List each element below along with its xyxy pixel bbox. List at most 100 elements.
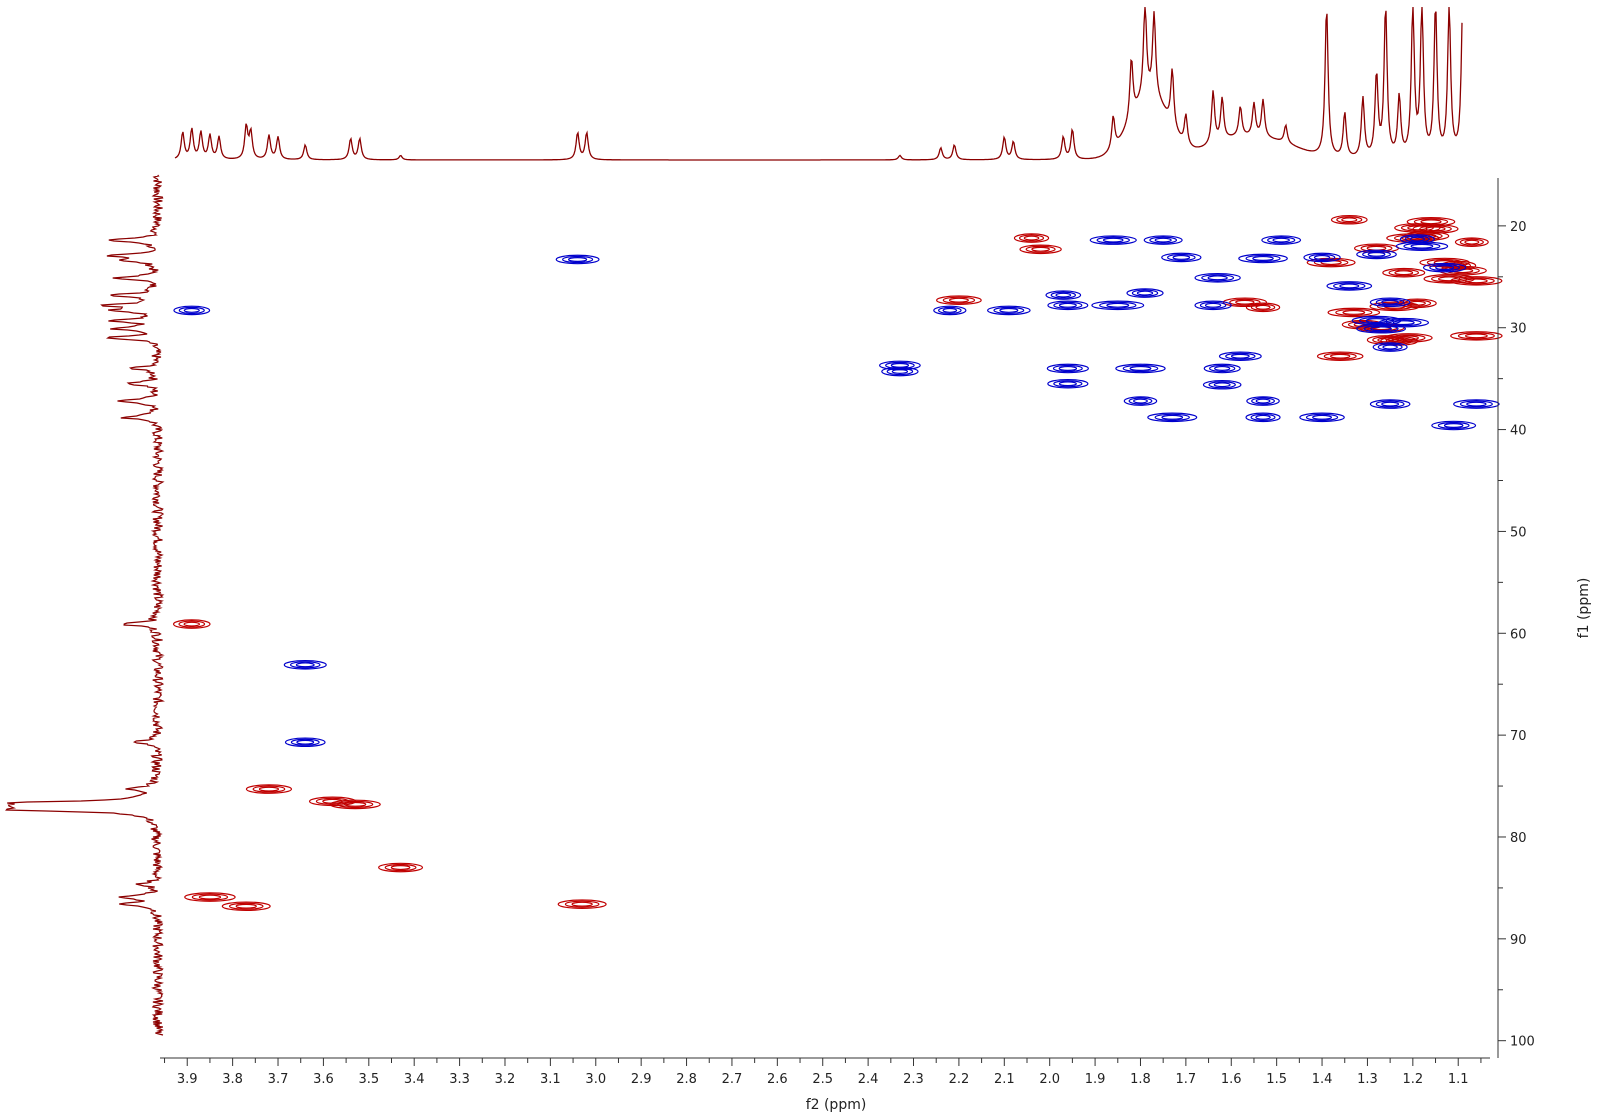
x-tick-label: 3.5 (358, 1072, 379, 1087)
x-tick-label: 3.4 (404, 1072, 425, 1087)
x-tick-label: 2.4 (858, 1072, 879, 1087)
x-tick-label: 3.8 (222, 1072, 243, 1087)
red-contour-peak (378, 862, 424, 873)
blue-contour-peak (1299, 412, 1345, 423)
x-tick-label: 2.2 (949, 1072, 970, 1087)
x-tick-label: 1.1 (1448, 1072, 1469, 1087)
y-tick-label: 70 (1510, 729, 1527, 744)
x-tick-label: 1.7 (1176, 1072, 1197, 1087)
x-tick-label: 1.4 (1312, 1072, 1333, 1087)
x-tick-label: 1.5 (1266, 1072, 1287, 1087)
x-tick-label: 3.2 (495, 1072, 516, 1087)
y-tick-label: 80 (1510, 831, 1527, 846)
red-contour-peak (184, 892, 236, 902)
blue-contour-peak (1202, 379, 1242, 390)
red-contour-peak (557, 899, 607, 910)
red-contour-peak (1019, 244, 1062, 255)
red-contour-peak (1245, 302, 1281, 313)
carbon-spectrum-trace (5, 174, 165, 1036)
blue-contour-peak (1422, 262, 1467, 273)
red-contour-peak (1450, 331, 1503, 341)
left-13c-projection (5, 174, 165, 1036)
f1-axis: 20 30 40 50 60 70 80 90 100 (1497, 178, 1535, 1058)
blue-contour-peak (1245, 412, 1281, 423)
y-tick-label: 90 (1510, 933, 1527, 948)
y-tick-label: 50 (1510, 525, 1527, 540)
blue-contour-peak (1045, 290, 1082, 300)
blue-contour-peak (173, 305, 211, 316)
red-contour-peak (936, 295, 982, 306)
red-contour-peak (1330, 214, 1368, 225)
x-tick-label: 1.3 (1357, 1072, 1378, 1087)
red-contour-peak (221, 901, 271, 912)
y-tick-label: 30 (1510, 322, 1527, 337)
blue-contour-peak (1194, 273, 1241, 283)
red-contour-peak (172, 619, 211, 629)
x-tick-label: 2.5 (812, 1072, 833, 1087)
blue-contour-peak (1091, 300, 1145, 311)
x-tick-label: 2.3 (903, 1072, 924, 1087)
x-tick-label: 3.7 (268, 1072, 289, 1087)
blue-contour-peak (1218, 351, 1262, 362)
blue-contour-peak (1047, 300, 1089, 311)
red-contour-peak (1013, 233, 1050, 243)
blue-contour-peak (1431, 420, 1477, 431)
blue-contour-peak (1046, 363, 1089, 374)
blue-contour-peak (1246, 396, 1280, 406)
blue-contour-peak (283, 660, 327, 670)
x-tick-label: 1.9 (1085, 1072, 1106, 1087)
contour-plot-area (172, 214, 1503, 912)
x-tick-label: 3.1 (540, 1072, 561, 1087)
red-contour-peak (1412, 224, 1459, 234)
red-contour-peak (1454, 237, 1489, 247)
blue-contour-peak (1378, 317, 1429, 328)
blue-contour-peak (1453, 399, 1500, 409)
x-tick-label: 1.8 (1130, 1072, 1151, 1087)
red-contour-peak (1450, 276, 1503, 286)
y-tick-label: 100 (1510, 1035, 1535, 1050)
x-tick-label: 2.8 (676, 1072, 697, 1087)
blue-contour-peak (555, 254, 600, 265)
blue-contour-peak (1261, 235, 1302, 245)
blue-contour-peak (933, 305, 967, 316)
blue-contour-peak (1126, 288, 1164, 298)
blue-contour-peak (1372, 342, 1408, 352)
blue-contour-peak (1326, 281, 1373, 291)
blue-contour-peak (1238, 253, 1288, 264)
y-axis-title: f1 (ppm) (1576, 578, 1592, 639)
blue-contour-peak (284, 737, 326, 748)
red-contour-peak (1327, 307, 1381, 318)
y-tick-label: 20 (1510, 220, 1527, 235)
red-contour-peak (329, 799, 381, 810)
blue-contour-peak (1356, 249, 1397, 260)
blue-contour-peak (1115, 363, 1166, 374)
blue-contour-peak (1369, 297, 1411, 308)
x-tick-label: 2.1 (994, 1072, 1015, 1087)
blue-contour-peak (1369, 399, 1411, 409)
x-tick-label: 3.0 (585, 1072, 606, 1087)
top-1h-projection (174, 6, 1463, 161)
blue-contour-peak (1395, 241, 1449, 252)
blue-contour-peak (987, 305, 1031, 316)
f2-axis: 3.9 3.8 3.7 3.6 3.5 3.4 3.3 3.2 3.1 3.0 2.9 2.8 2.7 2… (160, 1057, 1490, 1087)
red-contour-peak (1316, 351, 1364, 362)
x-axis-title: f2 (ppm) (806, 1097, 867, 1113)
blue-contour-peak (1143, 235, 1183, 245)
x-tick-label: 2.6 (767, 1072, 788, 1087)
y-tick-label: 40 (1510, 424, 1527, 439)
blue-contour-peak (1147, 412, 1198, 423)
red-contour-peak (245, 784, 293, 794)
x-tick-label: 3.9 (177, 1072, 198, 1087)
blue-contour-peak (881, 366, 919, 377)
blue-contour-peak (1303, 252, 1341, 263)
red-contour-peak (1383, 333, 1433, 343)
blue-contour-peak (1089, 235, 1137, 245)
blue-contour-peak (1203, 363, 1241, 374)
x-tick-label: 3.6 (313, 1072, 334, 1087)
proton-spectrum-trace (174, 6, 1463, 161)
blue-contour-peak (1047, 378, 1089, 389)
blue-contour-peak (1194, 300, 1232, 311)
x-tick-label: 2.9 (631, 1072, 652, 1087)
y-tick-label: 60 (1510, 627, 1527, 642)
